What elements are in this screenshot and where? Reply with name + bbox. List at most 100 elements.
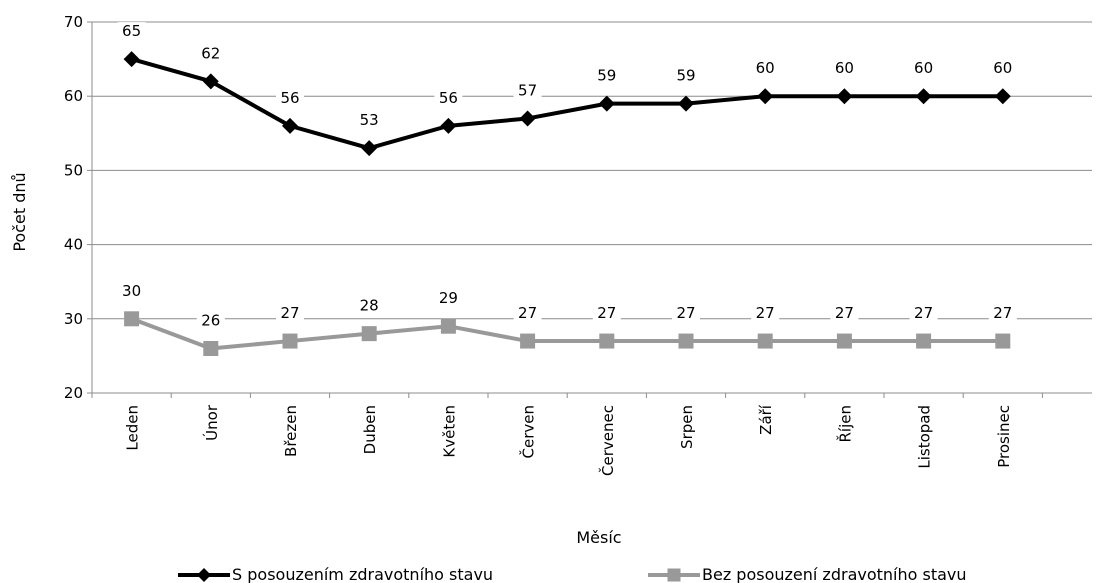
data-point-square xyxy=(520,333,536,349)
data-label: 53 xyxy=(360,111,379,129)
data-label-bg xyxy=(355,111,384,130)
data-point-square xyxy=(440,318,456,334)
axes xyxy=(87,21,1092,398)
x-tick-label: Březen xyxy=(282,405,300,457)
data-label-bg xyxy=(909,304,938,323)
data-label: 26 xyxy=(201,311,220,329)
data-label: 27 xyxy=(993,304,1012,322)
data-point-diamond xyxy=(282,117,298,134)
x-tick-label: Říjen xyxy=(835,405,854,443)
data-point-diamond xyxy=(757,88,774,105)
data-labels: 65 62 56 53 56 57 59 59 60 60 60 60 30 26 27 28 29 27 27 27… xyxy=(117,22,1017,330)
data-label: 27 xyxy=(914,304,933,322)
x-tick-label: Červenec xyxy=(598,405,617,476)
data-point-diamond xyxy=(440,117,457,134)
data-label-bg xyxy=(513,81,542,100)
y-tick-label: 40 xyxy=(64,236,83,254)
data-point-square xyxy=(361,326,377,342)
data-point-diamond xyxy=(836,88,853,105)
data-point-square xyxy=(995,333,1011,349)
data-point-diamond xyxy=(994,88,1011,105)
y-tick-label: 20 xyxy=(64,384,83,402)
data-label-bg xyxy=(355,296,384,315)
data-label: 56 xyxy=(280,89,299,107)
x-tick-label: Srpen xyxy=(678,405,696,449)
y-tick-label: 50 xyxy=(64,161,83,179)
data-label: 27 xyxy=(756,304,775,322)
data-label-bg xyxy=(276,88,304,107)
data-point-square xyxy=(836,333,852,349)
data-point-diamond xyxy=(678,95,694,112)
data-point-square xyxy=(599,333,615,349)
legend-item: S posouzením zdravotního stavu xyxy=(178,565,493,583)
data-label-bg xyxy=(988,59,1017,78)
x-tick-label: Prosinec xyxy=(995,405,1013,468)
series-layer xyxy=(123,51,1011,356)
data-point-square xyxy=(678,333,694,349)
data-label-bg xyxy=(830,304,859,323)
data-label-bg xyxy=(117,281,146,300)
data-label: 27 xyxy=(597,304,616,322)
data-label-bg xyxy=(672,304,700,323)
x-tick-label: Únor xyxy=(202,404,221,441)
data-point-diamond xyxy=(598,95,615,112)
x-tick-label: Květen xyxy=(440,405,458,458)
data-label-bg xyxy=(434,88,463,107)
data-point-diamond xyxy=(361,140,378,157)
series-line xyxy=(131,57,1003,151)
y-tick-labels: 20 30 40 50 60 70 xyxy=(64,13,83,402)
data-label: 60 xyxy=(756,59,775,77)
data-label-bg xyxy=(117,22,146,41)
data-point-square xyxy=(282,333,298,349)
series-line xyxy=(130,316,1003,351)
legend-marker-square xyxy=(667,568,681,582)
data-label-bg xyxy=(276,304,304,323)
y-tick-label: 60 xyxy=(64,87,83,105)
data-label-bg xyxy=(196,44,225,63)
data-point-diamond xyxy=(915,88,932,105)
x-tick-labels: Leden Únor Březen Duben Květen Červen Červenec… xyxy=(124,404,1013,476)
data-label-bg xyxy=(672,66,700,85)
legend: S posouzením zdravotního stavu Bez posouz… xyxy=(178,565,967,583)
data-label: 27 xyxy=(835,304,854,322)
x-tick-label: Listopad xyxy=(916,405,934,469)
data-label: 62 xyxy=(201,44,220,62)
legend-item: Bez posouzení zdravotního stavu xyxy=(648,565,967,583)
data-label-bg xyxy=(592,66,621,85)
data-label-bg xyxy=(196,311,225,330)
legend-label: Bez posouzení zdravotního stavu xyxy=(702,565,967,583)
y-tick-label: 30 xyxy=(64,310,83,328)
data-label: 56 xyxy=(439,89,458,107)
x-tick-label: Září xyxy=(757,404,775,435)
y-axis-title: Počet dnů xyxy=(10,172,29,251)
data-label: 27 xyxy=(518,304,537,322)
data-point-square xyxy=(203,340,219,356)
data-label: 30 xyxy=(122,282,141,300)
data-label: 29 xyxy=(439,289,458,307)
legend-label: S posouzením zdravotního stavu xyxy=(232,565,493,583)
data-label: 28 xyxy=(360,297,379,315)
data-label-bg xyxy=(988,304,1017,323)
data-label-bg xyxy=(434,289,463,308)
legend-marker-diamond xyxy=(197,568,211,582)
gridlines xyxy=(92,21,1092,320)
data-label-bg xyxy=(513,304,542,323)
data-point-square xyxy=(124,311,140,327)
data-point-diamond xyxy=(123,51,140,68)
data-label: 60 xyxy=(993,59,1012,77)
x-tick-label: Duben xyxy=(361,405,379,454)
data-label: 60 xyxy=(835,59,854,77)
data-point-square xyxy=(916,333,932,349)
data-label: 59 xyxy=(597,67,616,85)
x-axis-title: Měsíc xyxy=(576,528,621,547)
data-label: 27 xyxy=(676,304,695,322)
data-label-bg xyxy=(751,59,780,78)
data-point-diamond xyxy=(202,73,219,90)
data-label-bg xyxy=(751,304,780,323)
data-label-bg xyxy=(830,59,859,78)
data-point-square xyxy=(757,333,773,349)
data-label-bg xyxy=(909,59,938,78)
data-label-bg xyxy=(592,304,621,323)
data-label: 60 xyxy=(914,59,933,77)
